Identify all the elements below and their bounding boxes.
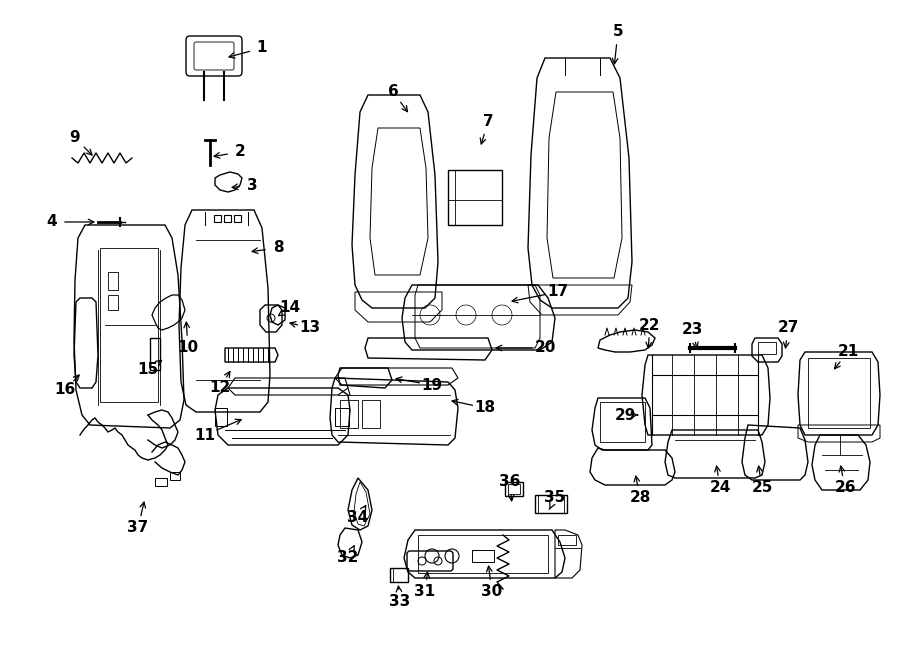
Text: 4: 4 <box>47 215 58 229</box>
Bar <box>155 478 167 486</box>
Text: 36: 36 <box>500 475 521 490</box>
Text: 17: 17 <box>547 284 569 299</box>
Bar <box>758 342 776 354</box>
Bar <box>150 338 160 370</box>
Text: 33: 33 <box>390 594 410 609</box>
Bar <box>362 400 380 428</box>
Bar <box>340 400 358 428</box>
Text: 24: 24 <box>709 481 731 496</box>
Text: 1: 1 <box>256 40 267 56</box>
Text: 26: 26 <box>834 481 856 496</box>
Text: 8: 8 <box>273 241 284 256</box>
Text: 35: 35 <box>544 490 565 506</box>
Bar <box>335 408 349 426</box>
Bar <box>535 495 567 513</box>
Text: 5: 5 <box>613 24 624 40</box>
Text: 25: 25 <box>752 481 773 496</box>
Bar <box>600 402 645 442</box>
Text: 10: 10 <box>177 340 199 356</box>
Text: 15: 15 <box>138 362 158 377</box>
Bar <box>418 535 548 573</box>
Text: 30: 30 <box>482 584 502 600</box>
Text: 31: 31 <box>414 584 436 600</box>
Bar <box>508 484 520 494</box>
Bar <box>215 408 227 426</box>
Bar <box>390 568 408 582</box>
Text: 22: 22 <box>639 317 661 332</box>
Text: 19: 19 <box>421 377 443 393</box>
Text: 13: 13 <box>300 321 320 336</box>
Bar <box>472 550 494 562</box>
Text: 20: 20 <box>535 340 555 356</box>
Text: 11: 11 <box>194 428 215 442</box>
Text: 37: 37 <box>128 520 148 535</box>
Text: 16: 16 <box>54 383 76 397</box>
Text: 3: 3 <box>247 178 257 192</box>
Text: 29: 29 <box>615 407 635 422</box>
Text: 27: 27 <box>778 321 798 336</box>
Text: 7: 7 <box>482 114 493 130</box>
Bar <box>808 358 870 428</box>
Text: 21: 21 <box>837 344 859 360</box>
Bar <box>234 215 241 222</box>
Bar <box>214 215 221 222</box>
Text: 28: 28 <box>629 490 651 506</box>
Text: 14: 14 <box>279 301 301 315</box>
Text: 34: 34 <box>347 510 369 525</box>
Text: 9: 9 <box>69 130 80 145</box>
Text: 32: 32 <box>338 551 359 566</box>
Text: 12: 12 <box>210 381 230 395</box>
Bar <box>505 482 523 496</box>
Text: 18: 18 <box>474 401 496 416</box>
Text: 6: 6 <box>388 85 399 100</box>
Bar <box>558 535 576 545</box>
Bar <box>170 472 180 480</box>
Text: 2: 2 <box>235 145 246 159</box>
Text: 23: 23 <box>681 323 703 338</box>
Bar <box>224 215 231 222</box>
